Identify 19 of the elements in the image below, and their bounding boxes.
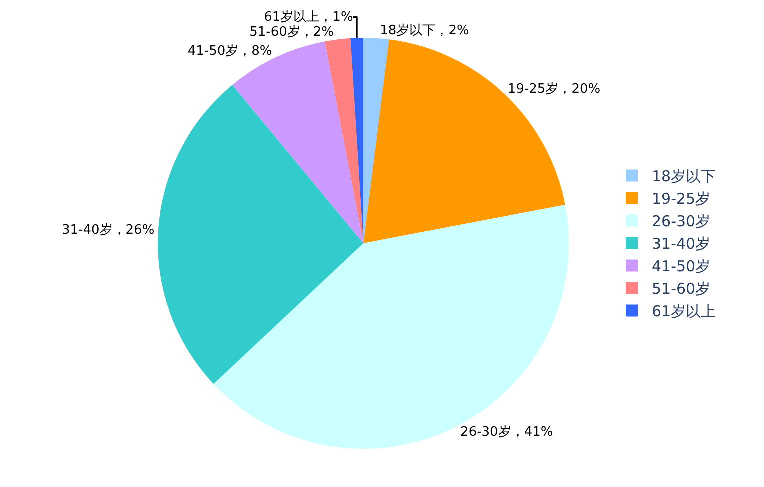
- pie-slice: [214, 204, 569, 449]
- legend-label: 19-25岁: [652, 190, 711, 208]
- data-label: 26-30岁，41%: [460, 425, 554, 440]
- legend-label: 26-30岁: [652, 212, 711, 231]
- data-label: 61岁以上，1%: [264, 10, 354, 25]
- pie-slice: [158, 85, 364, 384]
- legend-label: 18岁以下: [652, 168, 716, 186]
- legend-label: 41-50岁: [652, 258, 711, 276]
- data-label: 19-25岁，20%: [508, 82, 601, 98]
- legend-label: 61岁以上: [652, 302, 716, 321]
- data-label: 18岁以下，2%: [380, 23, 470, 38]
- legend-label: 31-40岁: [652, 235, 711, 254]
- data-label: 41-50岁，8%: [188, 44, 272, 59]
- pie-slice: [324, 38, 364, 244]
- pie-slice: [364, 40, 566, 244]
- data-label: 31-40岁，26%: [62, 223, 155, 238]
- pie-slice: [364, 38, 390, 244]
- legend-label: 51-60岁: [652, 280, 711, 298]
- data-label: 51-60岁，2%: [250, 24, 334, 40]
